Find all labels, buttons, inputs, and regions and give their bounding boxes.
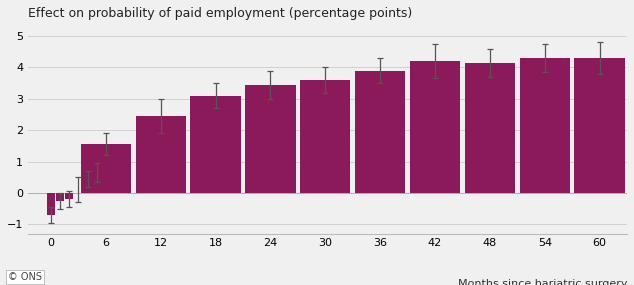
Bar: [56, 193, 64, 201]
Bar: [136, 116, 186, 193]
Text: Effect on probability of paid employment (percentage points): Effect on probability of paid employment…: [28, 7, 413, 20]
Text: © ONS: © ONS: [8, 272, 42, 282]
Bar: [47, 193, 55, 215]
Bar: [190, 96, 241, 193]
Bar: [410, 61, 460, 193]
Bar: [245, 85, 295, 193]
Bar: [355, 71, 405, 193]
Bar: [465, 63, 515, 193]
Bar: [93, 172, 101, 193]
Bar: [520, 58, 570, 193]
Bar: [81, 144, 131, 193]
Bar: [84, 179, 91, 193]
Bar: [300, 80, 351, 193]
Text: Months since bariatric surgery: Months since bariatric surgery: [458, 279, 627, 285]
Bar: [574, 58, 624, 193]
Bar: [65, 193, 73, 199]
